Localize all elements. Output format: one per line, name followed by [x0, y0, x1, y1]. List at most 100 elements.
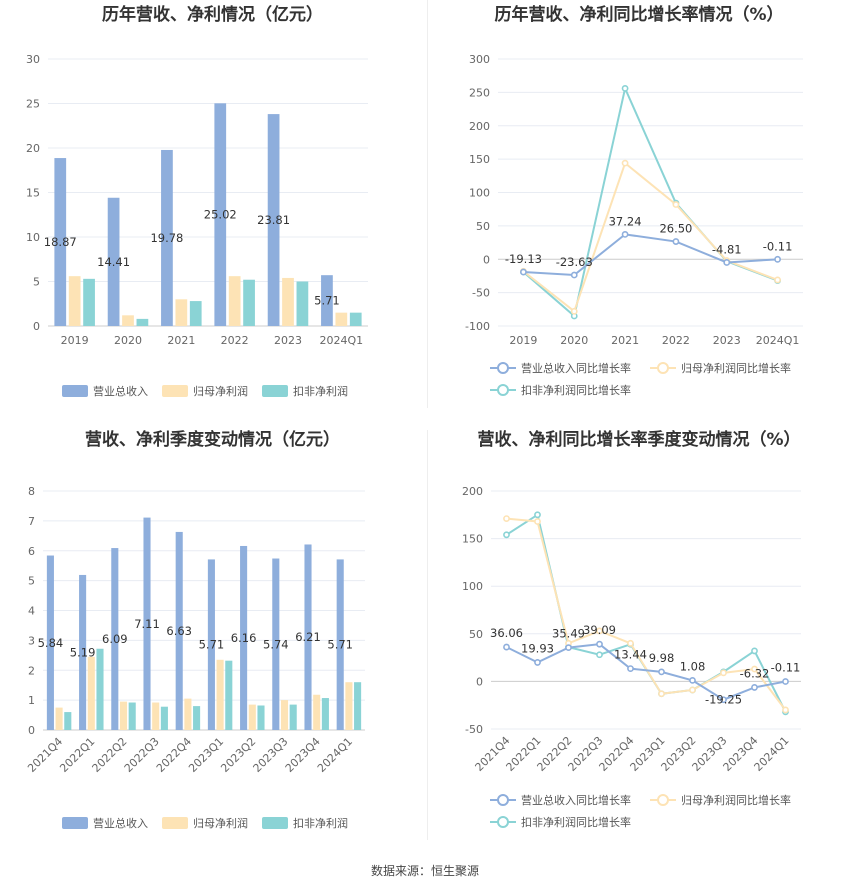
data-point [621, 159, 629, 167]
bar-revenue [240, 545, 248, 730]
bar-revenue [46, 555, 54, 730]
legend-swatch [62, 385, 88, 397]
y-tick-label: 25 [26, 98, 40, 111]
bar-deducted-profit [189, 301, 202, 326]
y-tick-label: 7 [28, 515, 35, 528]
legend-label: 归母净利润 [193, 384, 248, 398]
data-point [627, 639, 634, 647]
y-tick-label: 250 [469, 86, 490, 99]
bar-deducted-profit [83, 278, 95, 326]
data-point [751, 647, 758, 655]
bar-net-profit [280, 700, 289, 730]
bar-deducted-profit [243, 279, 255, 326]
legend-marker [657, 362, 669, 374]
bar-deducted-profit [296, 281, 309, 326]
bar-net-profit [345, 682, 353, 730]
bar-deducted-profit [354, 682, 362, 730]
data-label: 5.74 [263, 637, 289, 651]
data-point [534, 659, 541, 666]
y-tick-label: 150 [469, 153, 490, 166]
quarterly-revenue-profit-panel: 营收、净利季度变动情况（亿元） 0 1 2 3 4 5 6 7 8 5.84 2021Q4 5.19 20… [0, 425, 425, 850]
data-label: 5.71 [199, 638, 225, 652]
bar-net-profit [87, 656, 95, 730]
series-line-deducted-profit [522, 85, 778, 318]
quarterly-growth-panel: 营收、净利同比增长率季度变动情况（%） -50 0 50 100 150 200 2021Q4… [428, 425, 850, 850]
chart-title: 历年营收、净利同比增长率情况（%） [494, 4, 783, 25]
x-tick-label: 2022 [221, 334, 249, 347]
bar-deducted-profit [193, 706, 201, 730]
panel-divider-bottom [427, 430, 428, 840]
bar-revenue [207, 559, 215, 730]
chart-title: 历年营收、净利情况（亿元） [102, 4, 323, 25]
bar-deducted-profit [257, 705, 265, 730]
data-point [658, 690, 665, 698]
data-label: -23.63 [556, 255, 593, 269]
data-label: 23.81 [257, 213, 290, 227]
y-tick-label: 5 [28, 575, 35, 588]
data-label: 5.19 [70, 645, 96, 659]
bar-net-profit [184, 698, 192, 730]
y-tick-label: 100 [469, 187, 490, 200]
data-point [520, 268, 527, 276]
bar-net-profit [248, 704, 256, 730]
data-label: -0.11 [771, 661, 801, 675]
bar-revenue [304, 544, 312, 730]
panel-divider-top [427, 0, 428, 408]
legend-label: 营业总收入同比增长率 [521, 793, 631, 807]
bar-net-profit [175, 299, 188, 326]
bar-deducted-profit [96, 648, 104, 730]
legend-label: 扣非净利润 [293, 816, 348, 830]
annual-revenue-profit-panel: 历年营收、净利情况（亿元） 0 5 10 15 20 25 30 18.87 2019 14.41 2… [0, 0, 425, 410]
series-line-net-profit [522, 161, 778, 313]
data-label: 5.84 [38, 636, 64, 650]
y-tick-label: 50 [476, 220, 490, 233]
bar-net-profit [313, 694, 321, 730]
x-tick-label: 2024Q1 [752, 734, 792, 774]
bar-revenue [336, 559, 344, 730]
x-tick-label: 2024Q1 [315, 735, 355, 775]
x-tick-label: 2020 [560, 334, 588, 347]
quarterly-revenue-profit-chart: 营收、净利季度变动情况（亿元）0123456785.842021Q45.1920… [25, 429, 365, 830]
legend-label: 归母净利润 [193, 816, 248, 830]
y-tick-label: 300 [469, 53, 490, 66]
data-point [751, 665, 758, 673]
data-point [751, 684, 758, 691]
data-point [720, 696, 727, 704]
data-point [570, 271, 578, 279]
bar-net-profit [335, 312, 348, 326]
bar-deducted-profit [136, 318, 149, 326]
data-source-note: 数据来源：恒生聚源 [370, 864, 479, 878]
bar-revenue [214, 103, 227, 327]
series-line-net-profit [506, 517, 787, 711]
data-point [774, 276, 781, 284]
data-label: 6.16 [231, 631, 257, 645]
y-tick-label: 50 [469, 628, 483, 641]
data-point [503, 643, 510, 651]
data-label: 6.21 [295, 630, 321, 644]
legend-label: 扣非净利润 [293, 384, 348, 398]
data-point [627, 665, 634, 673]
data-label: 6.63 [166, 624, 192, 638]
bar-net-profit [216, 659, 224, 730]
y-tick-label: 0 [476, 675, 483, 688]
bar-net-profit [282, 277, 294, 326]
bar-revenue [79, 574, 87, 730]
legend-label: 归母净利润同比增长率 [681, 793, 791, 807]
legend-label: 归母净利润同比增长率 [681, 361, 791, 375]
data-point [723, 259, 731, 266]
data-label: 13.44 [614, 648, 647, 662]
bar-deducted-profit [349, 312, 362, 326]
x-tick-label: 2024Q1 [320, 334, 364, 347]
x-tick-label: 2022 [662, 334, 690, 347]
data-label: 37.24 [609, 214, 642, 228]
bar-deducted-profit [160, 706, 168, 730]
y-tick-label: 4 [28, 605, 35, 618]
legend-label: 营业总收入同比增长率 [521, 361, 631, 375]
y-tick-label: 1 [28, 694, 35, 707]
data-point [621, 230, 629, 238]
bar-net-profit [228, 276, 241, 326]
legend-swatch [62, 817, 88, 829]
data-point [689, 676, 696, 684]
annual-revenue-profit-chart: 历年营收、净利情况（亿元） 0 5 10 15 20 25 30 18.87 2019 14.41 2… [26, 4, 368, 398]
bar-revenue [111, 548, 119, 730]
